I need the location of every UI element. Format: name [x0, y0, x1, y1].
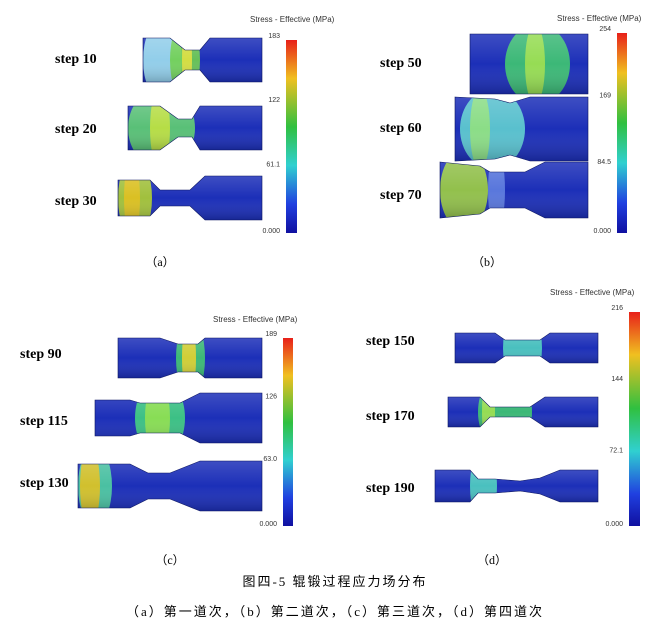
step-label: step 170: [366, 409, 415, 424]
colorbar-tick-label: 122: [268, 97, 280, 104]
workpiece-outline: [127, 105, 263, 151]
workpiece: [143, 38, 262, 82]
workpiece-shade: [78, 461, 262, 511]
colorbar-tick-label: 126: [265, 394, 277, 401]
workpiece-outline: [142, 37, 263, 83]
workpiece-shade: [455, 333, 598, 363]
workpiece-outline: [469, 33, 589, 95]
workpiece-shade: [143, 38, 262, 82]
colorbar-title: Stress - Effective (MPa): [557, 14, 642, 23]
colorbar-tick-label: 0.000: [262, 228, 280, 235]
workpiece-outline: [94, 392, 263, 444]
panel-label: （c）: [155, 553, 184, 567]
panel-label: （a）: [145, 255, 174, 269]
workpiece-outline: [439, 161, 589, 219]
colorbar-tick-label: 0.000: [259, 521, 277, 528]
colorbar-tick-label: 0.000: [605, 521, 623, 528]
colorbar-title: Stress - Effective (MPa): [213, 315, 298, 324]
workpiece: [118, 338, 262, 378]
step-label: step 20: [55, 122, 97, 137]
workpiece: [118, 176, 262, 220]
workpiece: [95, 393, 262, 443]
panel-label: （b）: [472, 255, 502, 269]
step-label: step 150: [366, 334, 415, 349]
workpiece-shade: [455, 97, 588, 161]
colorbar-tick-label: 61.1: [266, 162, 280, 169]
workpiece: [455, 333, 598, 363]
workpiece-outline: [447, 396, 599, 428]
step-label: step 130: [20, 476, 69, 491]
colorbar-tick-label: 0.000: [593, 228, 611, 235]
workpiece-shade: [128, 106, 262, 150]
step-label: step 50: [380, 56, 422, 71]
workpiece: [470, 34, 588, 94]
workpiece-shade: [118, 338, 262, 378]
workpiece-shade: [470, 34, 588, 94]
step-label: step 60: [380, 121, 422, 136]
workpiece-outline: [117, 337, 263, 379]
workpiece: [128, 106, 262, 150]
colorbar-title: Stress - Effective (MPa): [550, 288, 635, 297]
step-label: step 190: [366, 481, 415, 496]
workpiece-shade: [448, 397, 598, 427]
step-label: step 115: [20, 414, 68, 429]
workpiece-outline: [77, 460, 263, 512]
colorbar: [283, 338, 293, 526]
figure-subcaption: （a）第一道次，（b）第二道次，（c）第三道次，（d）第四道次: [126, 604, 544, 619]
colorbar-tick-label: 169: [599, 93, 611, 100]
step-label: step 90: [20, 347, 62, 362]
workpiece-outline: [454, 332, 599, 364]
colorbar-tick-label: 72.1: [609, 448, 623, 455]
workpiece-outline: [434, 469, 599, 503]
colorbar-tick-label: 63.0: [263, 456, 277, 463]
colorbar-tick-label: 183: [268, 33, 280, 40]
colorbar: [617, 33, 627, 233]
colorbar: [286, 40, 297, 233]
colorbar-title: Stress - Effective (MPa): [250, 15, 335, 24]
step-label: step 10: [55, 52, 97, 67]
step-label: step 70: [380, 188, 422, 203]
workpiece: [435, 470, 598, 502]
panel-label: （d）: [477, 553, 507, 567]
workpiece-shade: [95, 393, 262, 443]
workpiece: [448, 397, 598, 427]
colorbar-tick-label: 254: [599, 26, 611, 33]
workpiece: [455, 97, 588, 161]
workpiece: [440, 162, 588, 218]
colorbar-tick-label: 144: [611, 376, 623, 383]
workpiece-shade: [440, 162, 588, 218]
workpiece-outline: [454, 96, 589, 162]
step-label: step 30: [55, 194, 97, 209]
workpiece-shade: [435, 470, 598, 502]
colorbar-tick-label: 84.5: [597, 159, 611, 166]
workpiece: [78, 461, 262, 511]
workpiece-outline: [117, 175, 263, 221]
figure-caption: 图四-5 辊锻过程应力场分布: [242, 574, 427, 589]
colorbar: [629, 312, 640, 526]
colorbar-tick-label: 216: [611, 305, 623, 312]
colorbar-tick-label: 189: [265, 331, 277, 338]
workpiece-shade: [118, 176, 262, 220]
